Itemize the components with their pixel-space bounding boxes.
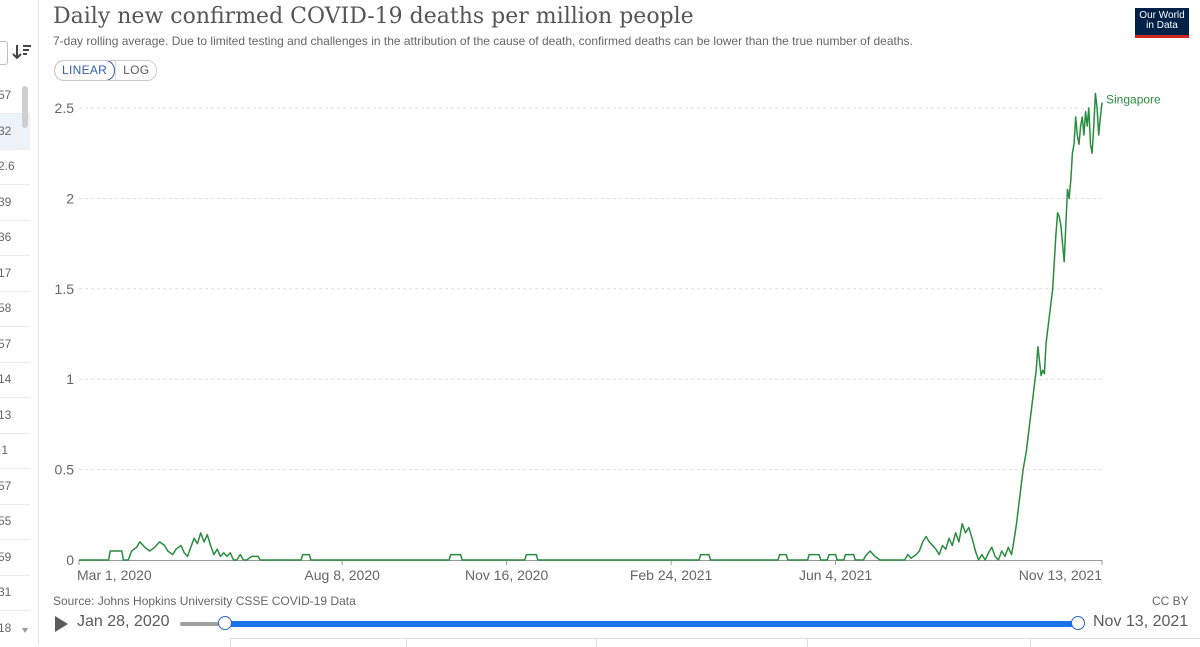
sidebar-row[interactable]: 58 [0, 291, 30, 327]
sort-descending-icon[interactable] [12, 42, 32, 62]
timeline-start-handle[interactable] [218, 616, 232, 630]
sidebar-row[interactable]: 57 [0, 469, 30, 505]
sidebar-row[interactable]: 31 [0, 575, 30, 611]
sidebar-row[interactable]: 55 [0, 504, 30, 540]
scale-toggle[interactable]: LINEAR LOG [54, 60, 158, 81]
license-link[interactable]: CC BY [1152, 594, 1189, 608]
timeline-start-date: Jan 28, 2020 [77, 613, 170, 630]
y-tick-label: 2 [66, 190, 74, 206]
x-tick-label: Feb 24, 2021 [630, 567, 713, 583]
timeline-end-handle[interactable] [1071, 616, 1085, 630]
timeline-slider[interactable]: Jan 28, 2020 Nov 13, 2021 [0, 610, 1200, 640]
x-tick-label: Nov 13, 2021 [1019, 567, 1102, 583]
scroll-down-arrow-icon[interactable] [22, 628, 28, 633]
owid-logo[interactable]: Our World in Data [1135, 8, 1189, 38]
bottom-tab-bar [230, 638, 1200, 647]
sidebar-row[interactable]: .1 [0, 433, 30, 469]
y-tick-label: 0.5 [55, 462, 75, 478]
x-tick-label: Aug 8, 2020 [304, 567, 380, 583]
y-tick-label: 0 [66, 552, 74, 568]
source-note[interactable]: Source: Johns Hopkins University CSSE CO… [53, 594, 356, 608]
sidebar-row[interactable]: 36 [0, 220, 30, 256]
logo-line-1: Our World [1139, 10, 1185, 21]
linear-scale-button[interactable]: LINEAR [55, 61, 116, 80]
chart-subtitle: 7-day rolling average. Due to limited te… [53, 34, 913, 48]
sidebar-row[interactable]: 39 [0, 185, 30, 221]
sidebar-row[interactable]: 57 [0, 327, 30, 363]
timeline-end-date: Nov 13, 2021 [1093, 613, 1189, 630]
x-tick-label: Nov 16, 2020 [465, 567, 548, 583]
series-label: Singapore [1106, 93, 1161, 107]
series-line-singapore [79, 92, 1103, 561]
x-tick-label: Jun 4, 2021 [799, 567, 872, 583]
x-tick-label: Mar 1, 2020 [77, 567, 152, 583]
logo-line-2: in Data [1146, 20, 1178, 31]
table-sidebar: 57322.639361758571413.15755593118 [0, 0, 39, 646]
y-tick-label: 1 [66, 371, 74, 387]
sidebar-scrollbar[interactable] [22, 86, 28, 128]
y-tick-label: 2.5 [55, 100, 75, 116]
log-scale-button[interactable]: LOG [115, 61, 156, 80]
line-chart: 0 0.5 1 1.5 2 2.5 Mar 1, 2020 Aug 8, 2020 Nov 16… [55, 92, 1162, 583]
play-icon[interactable] [55, 616, 68, 632]
y-tick-label: 1.5 [55, 281, 75, 297]
sidebar-row[interactable]: 59 [0, 540, 30, 576]
sidebar-row[interactable]: 17 [0, 256, 30, 292]
timeline-track-selected[interactable] [225, 621, 1078, 627]
sidebar-row[interactable]: 2.6 [0, 149, 30, 185]
chart-title: Daily new confirmed COVID-19 deaths per … [53, 4, 694, 29]
country-search-input[interactable] [0, 41, 8, 65]
sidebar-row[interactable]: 14 [0, 362, 30, 398]
timeline-track-inactive[interactable] [180, 622, 225, 626]
sidebar-row[interactable]: 13 [0, 398, 30, 434]
